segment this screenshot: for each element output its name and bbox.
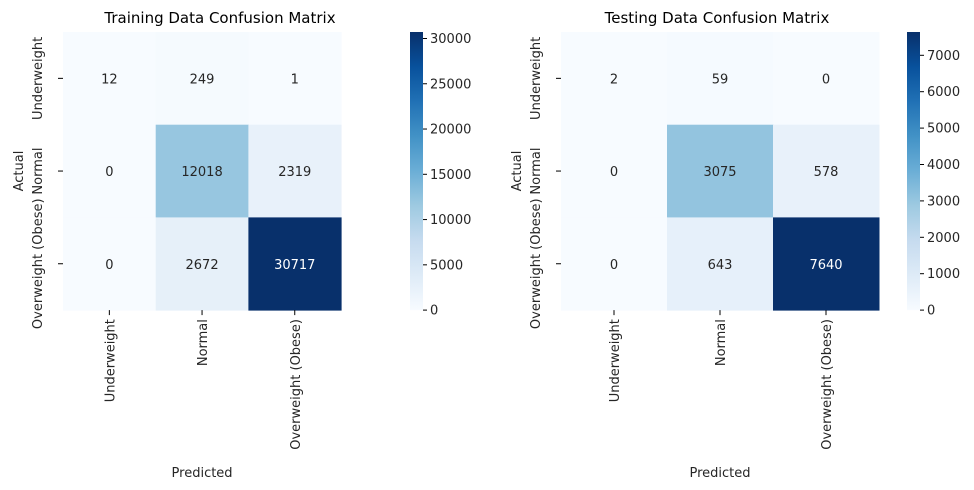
cell-value-label: 0: [822, 72, 830, 87]
x-tick-label: Overweight (Obese): [820, 319, 835, 450]
heatmap-cell: [667, 124, 774, 218]
y-tick-label: Normal: [529, 148, 544, 195]
cell-value-label: 578: [814, 165, 839, 180]
colorbar-tick-label: 3000: [927, 194, 960, 209]
heatmap-cell: [773, 124, 880, 218]
y-tick-label: Normal: [31, 148, 46, 195]
colorbar: [410, 32, 423, 311]
heatmap-cell: [248, 32, 342, 126]
x-tick-label: Underweight: [103, 319, 118, 402]
heatmap-cell: [773, 217, 880, 311]
heatmap-cell: [667, 32, 774, 126]
cell-value-label: 2: [610, 72, 618, 87]
x-tick-label: Underweight: [608, 319, 623, 402]
heatmap-cell: [63, 124, 157, 218]
chart-title: Training Data Confusion Matrix: [103, 9, 335, 27]
cell-value-label: 2672: [186, 258, 219, 273]
heatmap-cell: [561, 124, 668, 218]
cell-value-label: 0: [105, 165, 113, 180]
colorbar-tick-label: 30000: [430, 32, 471, 47]
cell-value-label: 0: [105, 258, 113, 273]
heatmap-cell: [155, 32, 249, 126]
x-tick-label: Overweight (Obese): [289, 319, 304, 450]
colorbar: [907, 32, 920, 311]
cell-value-label: 3075: [703, 165, 736, 180]
y-axis-label: Actual: [12, 151, 27, 192]
cell-value-label: 0: [610, 258, 618, 273]
heatmap-cell: [248, 124, 342, 218]
heatmap-cell: [155, 124, 249, 218]
colorbar-tick-label: 15000: [430, 168, 471, 183]
heatmap-cell: [561, 217, 668, 311]
colorbar-tick-label: 5000: [430, 258, 463, 273]
cell-value-label: 249: [190, 72, 215, 87]
y-tick-label: Overweight (Obese): [529, 198, 544, 329]
colorbar-tick-label: 2000: [927, 231, 960, 246]
x-axis-label: Predicted: [172, 466, 233, 481]
colorbar-tick-label: 1000: [927, 267, 960, 282]
x-axis-label: Predicted: [689, 466, 750, 481]
heatmap-panel-1: Training Data Confusion Matrix 12 249 1 0 120…: [12, 9, 471, 481]
colorbar-tick-label: 7000: [927, 49, 960, 64]
cell-value-label: 30717: [274, 258, 315, 273]
chart-title: Testing Data Confusion Matrix: [604, 9, 830, 27]
y-axis-label: Actual: [510, 151, 525, 192]
heatmap-cell: [667, 217, 774, 311]
colorbar-tick-label: 0: [927, 304, 935, 319]
colorbar-tick-label: 25000: [430, 77, 471, 92]
cell-value-label: 7640: [809, 258, 842, 273]
y-tick-label: Underweight: [529, 37, 544, 120]
colorbar-tick-label: 0: [430, 304, 438, 319]
heatmap-cell: [561, 32, 668, 126]
cell-value-label: 643: [708, 258, 733, 273]
y-tick-label: Overweight (Obese): [31, 198, 46, 329]
x-tick-label: Normal: [196, 319, 211, 366]
cell-value-label: 2319: [278, 165, 311, 180]
colorbar-tick-label: 10000: [430, 213, 471, 228]
cell-value-label: 0: [610, 165, 618, 180]
heatmap-cell: [63, 217, 157, 311]
cell-value-label: 1: [291, 72, 299, 87]
cell-value-label: 59: [712, 72, 729, 87]
x-tick-label: Normal: [714, 319, 729, 366]
heatmap-cell: [63, 32, 157, 126]
colorbar-tick-label: 4000: [927, 158, 960, 173]
cell-value-label: 12: [101, 72, 118, 87]
cell-value-label: 12018: [181, 165, 222, 180]
heatmap-cell: [773, 32, 880, 126]
heatmap-panel-2: Testing Data Confusion Matrix 2 59 0 0 3075 57…: [510, 9, 960, 481]
heatmap-cell: [248, 217, 342, 311]
colorbar-tick-label: 6000: [927, 85, 960, 100]
y-tick-label: Underweight: [31, 37, 46, 120]
colorbar-tick-label: 5000: [927, 122, 960, 137]
colorbar-tick-label: 20000: [430, 123, 471, 138]
heatmap-cell: [155, 217, 249, 311]
